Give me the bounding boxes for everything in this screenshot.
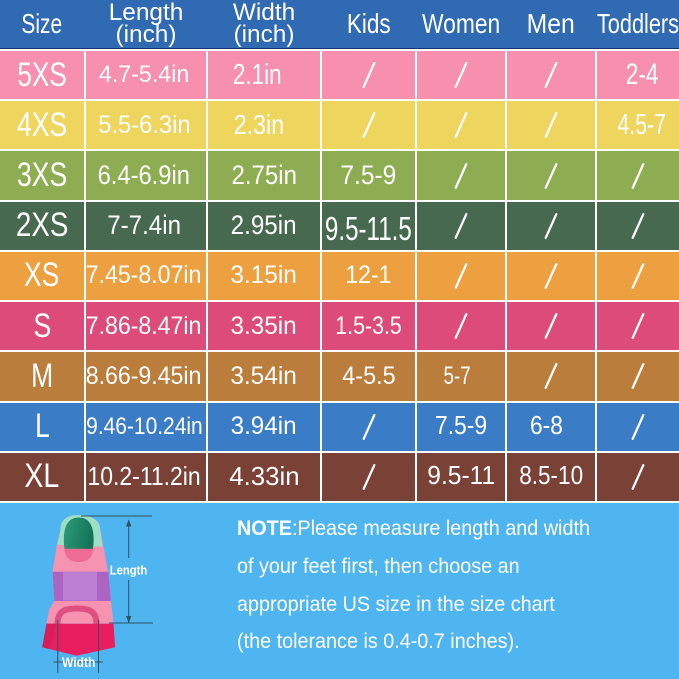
svg-text:Length: Length <box>110 563 148 578</box>
svg-text:Width: Width <box>62 655 96 670</box>
